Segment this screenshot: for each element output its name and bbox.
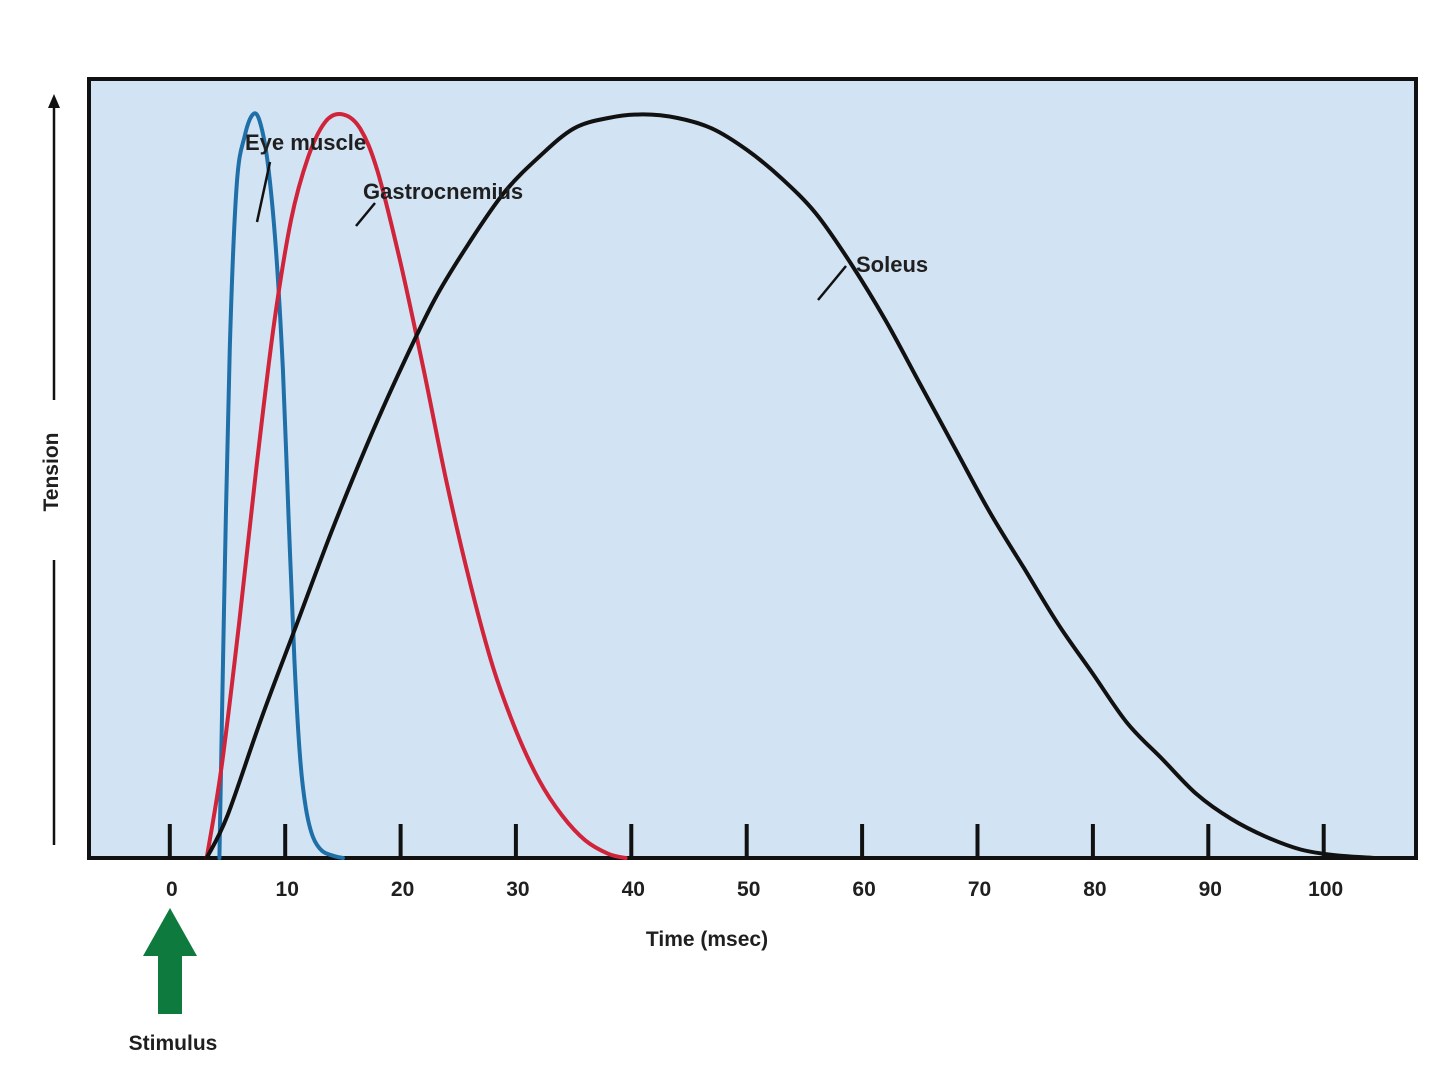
plot-area (87, 77, 1418, 860)
x-axis-label: Time (msec) (646, 928, 768, 951)
series-line-soleus (204, 112, 1378, 860)
soleus-leader-line (817, 265, 847, 301)
stimulus-label: Stimulus (129, 1032, 218, 1055)
y-axis-arrowhead (48, 94, 60, 108)
x-tick-label-70: 70 (968, 878, 991, 901)
x-tick-label-80: 80 (1083, 878, 1106, 901)
y-axis-label: Tension (40, 433, 63, 512)
eye-muscle-label: Eye muscle (245, 130, 366, 155)
x-tick-label-100: 100 (1308, 878, 1343, 901)
x-axis-ticks (167, 824, 1326, 858)
series-layer (204, 111, 1378, 860)
gastrocnemius-leader-line (355, 202, 376, 227)
x-tick-label-20: 20 (391, 878, 414, 901)
x-axis-tick-labels: 0 10 20 30 40 50 60 70 80 90 100 (166, 878, 1343, 901)
x-tick-label-60: 60 (852, 878, 875, 901)
series-line-gastrocnemius (204, 112, 628, 860)
x-tick-label-0: 0 (166, 878, 178, 901)
series-line-eye-muscle (217, 111, 345, 860)
gastrocnemius-label: Gastrocnemius (363, 179, 523, 204)
x-tick-label-50: 50 (737, 878, 760, 901)
stimulus-arrow (143, 908, 197, 1014)
x-tick-label-10: 10 (276, 878, 299, 901)
x-tick-label-30: 30 (506, 878, 529, 901)
y-axis-arrow (48, 94, 60, 845)
x-tick-label-90: 90 (1199, 878, 1222, 901)
x-tick-label-40: 40 (622, 878, 645, 901)
soleus-label: Soleus (856, 252, 928, 277)
eye-muscle-leader-line (255, 161, 272, 223)
